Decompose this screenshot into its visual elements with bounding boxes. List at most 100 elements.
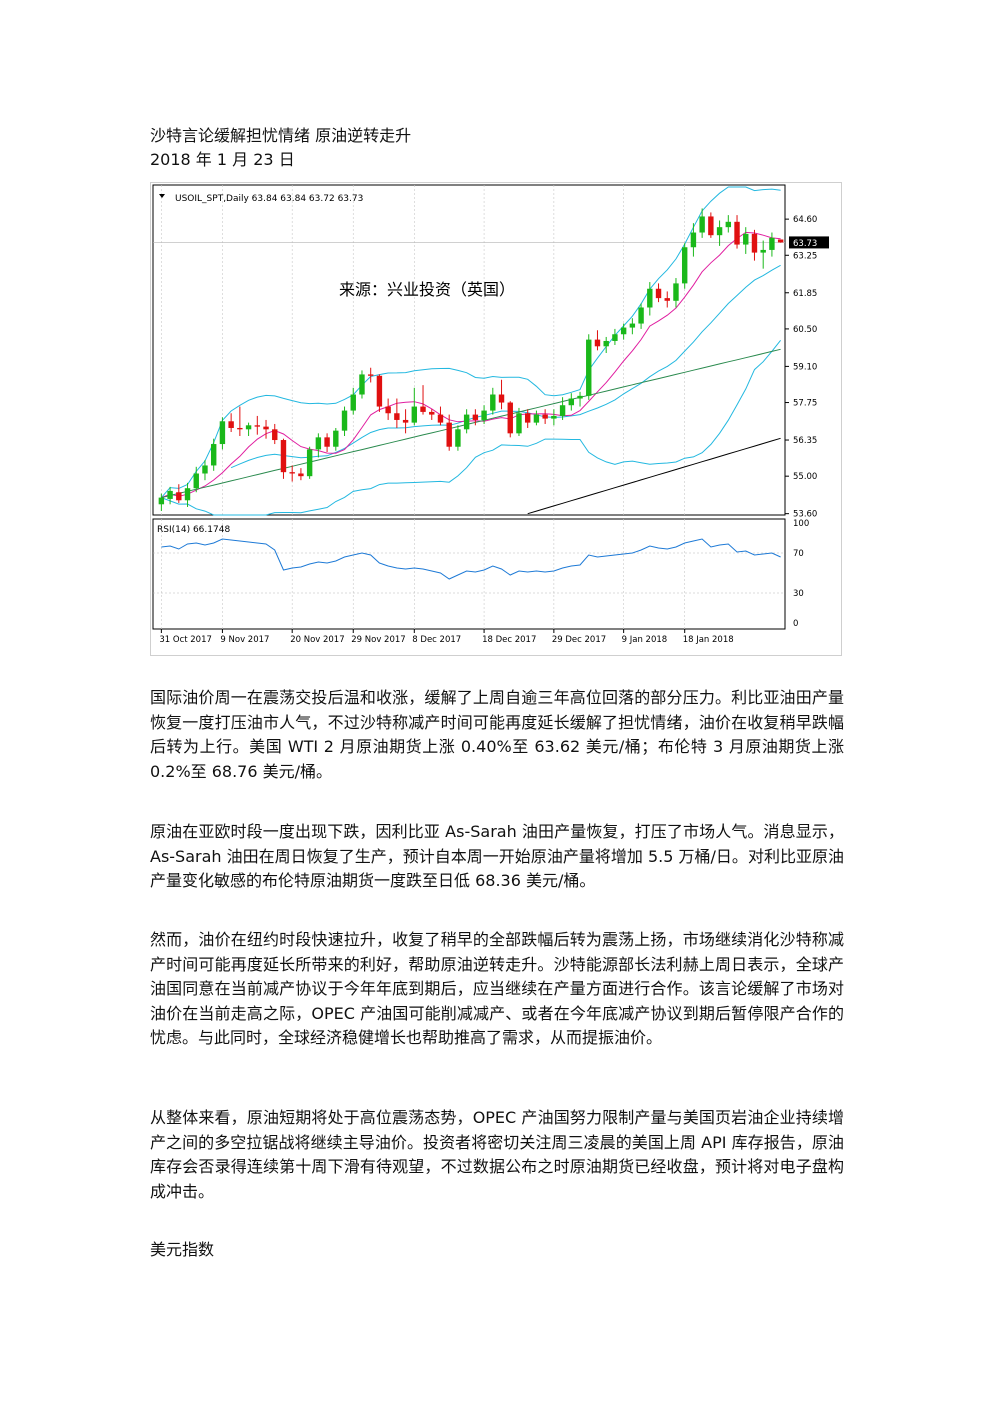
rsi-tick-label: 30: [793, 589, 804, 599]
candle-down: [655, 288, 662, 299]
candle-up: [559, 405, 566, 416]
candle-down: [751, 233, 758, 253]
candle-up: [516, 413, 522, 434]
candle-down: [524, 413, 531, 423]
candle-down: [777, 239, 784, 243]
candle-down: [394, 413, 400, 420]
date-axis: 31 Oct 2017 9 Nov 2017 20 Nov 2017 29 Nov 2…: [159, 629, 734, 645]
candle-up: [481, 410, 487, 420]
price-tick-label: 53.60: [793, 510, 817, 520]
price-tick-label: 59.10: [793, 362, 817, 372]
candles: [158, 208, 784, 511]
price-tick-label: 60.50: [793, 325, 817, 335]
candle-up: [629, 323, 636, 328]
candle-up: [350, 394, 356, 411]
date-tick-label: 29 Nov 2017: [351, 635, 405, 645]
candle-up: [306, 449, 313, 477]
candle-down: [289, 472, 295, 474]
candle-up: [533, 414, 540, 423]
candle-up: [463, 414, 470, 430]
date-tick-label: 31 Oct 2017: [159, 635, 212, 645]
candle-down: [324, 437, 330, 447]
candle-down: [664, 298, 670, 301]
chart-canvas: USOIL_SPT,Daily 63.84 63.84 63.72 63.73 …: [152, 184, 839, 653]
price-tick-label: 63.25: [793, 251, 817, 261]
paragraph-4: 从整体来看，原油短期将处于高位震荡态势，OPEC 产油国努力限制产量与美国页岩油…: [150, 1108, 844, 1201]
candle-down: [429, 411, 435, 415]
candle-down: [420, 406, 426, 412]
candle-up: [586, 339, 592, 396]
candle-up: [333, 430, 339, 447]
fast-ma-line: [161, 231, 781, 499]
candle-down: [272, 429, 278, 441]
candle-up: [551, 415, 557, 419]
candle-up: [743, 233, 749, 245]
candle-down: [402, 419, 409, 423]
candle-up: [202, 465, 208, 474]
rsi-label: RSI(14) 66.1748: [157, 525, 230, 535]
candle-down: [437, 414, 444, 423]
date-tick-label: 20 Nov 2017: [290, 635, 344, 645]
indicator-lines: [161, 186, 781, 516]
candle-up: [716, 227, 723, 236]
candle-up: [603, 340, 609, 347]
candle-down: [176, 492, 182, 501]
candle-up: [612, 334, 618, 341]
candle-down: [446, 422, 452, 447]
long-ma-line: [527, 437, 781, 515]
candle-down: [472, 414, 479, 420]
candle-up: [167, 490, 173, 499]
price-tick-label: 64.60: [793, 215, 817, 225]
rsi-line: [161, 538, 781, 580]
last-price-label: 63.73: [793, 239, 817, 249]
date-tick-label: 9 Jan 2018: [622, 635, 668, 645]
candle-down: [734, 221, 740, 245]
rsi-tick-label: 100: [793, 519, 809, 529]
candle-up: [577, 395, 583, 399]
article-title: 沙特言论缓解担忧情绪 原油逆转走升: [150, 126, 412, 145]
candle-up: [725, 221, 732, 228]
candle-down: [254, 425, 261, 427]
date-tick-label: 29 Dec 2017: [552, 635, 606, 645]
chart-source-label: 来源：兴业投资（英国）: [339, 280, 515, 299]
date-tick-label: 8 Dec 2017: [412, 635, 461, 645]
chart-header: USOIL_SPT,Daily 63.84 63.84 63.72 63.73: [175, 194, 363, 204]
price-tick-label: 56.35: [793, 436, 817, 446]
candle-up: [184, 488, 191, 501]
bollinger-lower-line: [161, 339, 781, 516]
price-panel-border: [152, 184, 786, 516]
last-price-badge: [789, 236, 829, 249]
candle-up: [315, 437, 322, 450]
candle-up: [490, 394, 496, 411]
bollinger-upper-line: [161, 186, 781, 498]
candle-down: [263, 426, 269, 430]
date-tick-label: 18 Dec 2017: [482, 635, 536, 645]
rsi-tick-label: 70: [793, 549, 804, 559]
date-tick-label: 18 Jan 2018: [683, 635, 734, 645]
paragraph-2: 原油在亚欧时段一度出现下跌，因利比亚 As-Sarah 油田产量恢复，打压了市场…: [150, 822, 844, 890]
candle-up: [158, 497, 165, 505]
candle-down: [376, 375, 383, 407]
candle-down: [542, 414, 548, 419]
candle-up: [681, 247, 688, 284]
candle-up: [341, 410, 348, 431]
bollinger-middle-line: [230, 264, 781, 469]
candle-up: [690, 232, 697, 248]
price-tick-label: 57.75: [793, 399, 817, 409]
candle-down: [708, 216, 714, 236]
candle-down: [367, 374, 374, 376]
price-grid: [152, 184, 786, 630]
candle-down: [237, 427, 243, 430]
rsi-tick-label: 0: [793, 619, 798, 629]
candle-down: [594, 339, 601, 347]
candle-up: [219, 421, 226, 445]
oil-price-chart: USOIL_SPT,Daily 63.84 63.84 63.72 63.73 …: [150, 182, 842, 656]
candle-up: [620, 327, 627, 335]
candle-up: [673, 283, 679, 301]
article-date: 2018 年 1 月 23 日: [150, 150, 295, 169]
rsi-panel: 100 70 30 0: [153, 519, 809, 629]
candle-up: [245, 425, 252, 430]
slow-ma-line: [161, 348, 781, 499]
candle-up: [647, 288, 653, 308]
paragraph-1: 国际油价周一在震荡交投后温和收涨，缓解了上周自逾三年高位回落的部分压力。利比亚油…: [150, 688, 844, 781]
